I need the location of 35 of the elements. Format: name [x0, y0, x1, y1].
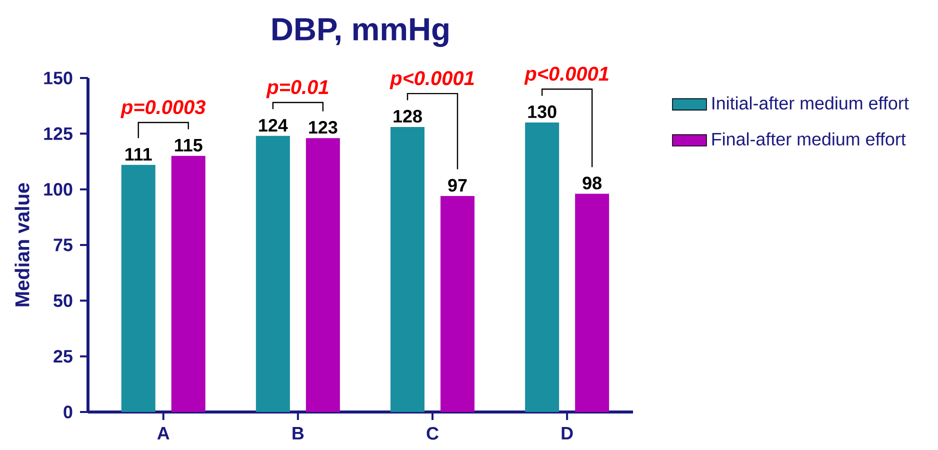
y-axis-title: Median value — [14, 183, 30, 306]
annotation: p=0.01 — [266, 80, 328, 98]
data-label: 128 — [394, 110, 422, 123]
bar — [440, 196, 474, 412]
legend-label: Final-after medium effort — [712, 132, 906, 146]
data-label: 115 — [175, 139, 202, 152]
bar — [256, 136, 290, 412]
data-label: 124 — [259, 118, 288, 132]
bar — [525, 122, 560, 412]
y-tick-label: 75 — [54, 238, 72, 252]
data-label: 111 — [126, 148, 152, 160]
legend-label: Initial-after medium effort — [712, 96, 909, 110]
data-label: 123 — [309, 120, 338, 134]
data-label: 98 — [582, 176, 602, 190]
data-label: 97 — [448, 178, 467, 192]
y-tick-label: 50 — [54, 294, 72, 308]
bar — [121, 164, 156, 412]
x-tick-label: D — [562, 427, 573, 440]
bar — [390, 126, 424, 412]
x-tick-label: A — [157, 427, 170, 440]
y-tick-label: 125 — [44, 127, 72, 140]
y-tick-label: 0 — [64, 406, 72, 418]
data-label: 130 — [528, 105, 556, 118]
y-tick-label: 150 — [44, 72, 72, 84]
x-tick-label: B — [292, 427, 304, 440]
chart-title: DBP, mmHg — [272, 18, 448, 47]
annotation: p=0.0003 — [120, 100, 206, 118]
bar — [575, 194, 610, 412]
bar — [306, 138, 340, 412]
y-tick-label: 25 — [54, 350, 72, 363]
y-tick-label: 100 — [44, 182, 72, 196]
annotation: p<0.0001 — [524, 66, 608, 85]
x-tick-label: C — [426, 427, 438, 440]
annotation: p<0.0001 — [390, 71, 474, 90]
bar — [171, 156, 206, 412]
